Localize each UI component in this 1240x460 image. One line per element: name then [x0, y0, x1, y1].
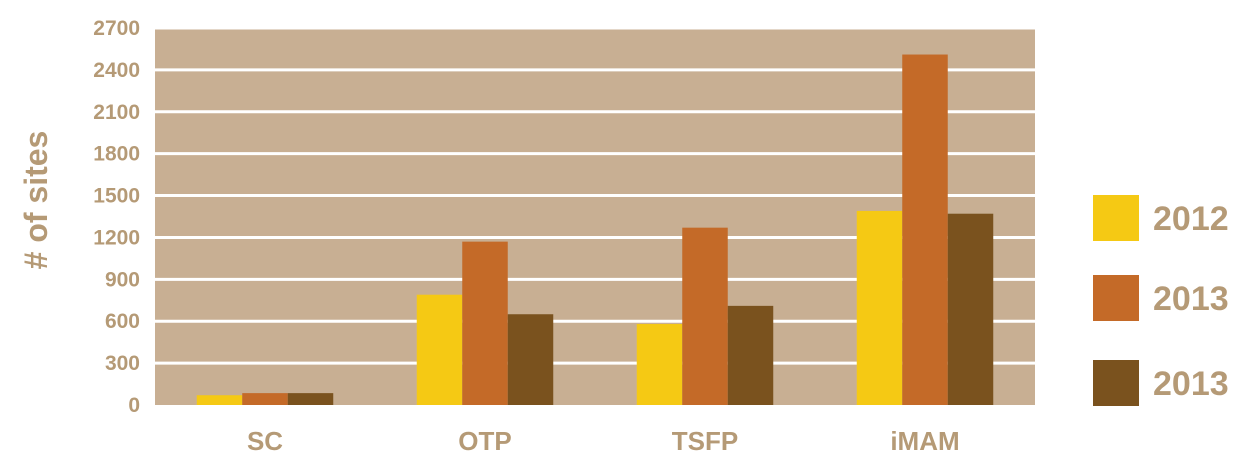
bar-imam-series-3: [947, 213, 994, 405]
bar-imam-series-1: [856, 210, 903, 405]
bar-imam-series-2: [902, 54, 948, 405]
legend-swatch: [1093, 195, 1139, 241]
legend-label: 2013: [1153, 280, 1229, 318]
y-tick-label: 600: [105, 310, 140, 333]
legend-swatch: [1093, 360, 1139, 406]
x-tick-label: TSFP: [672, 426, 738, 455]
y-tick-label: 1500: [93, 185, 140, 208]
bar-tsfp-series-1: [636, 324, 683, 405]
y-tick-label: 300: [105, 352, 140, 375]
bar-sc-series-2: [242, 393, 288, 405]
y-tick-labels: 0 300 600 900 1200 1500 1800 2100 2400 2700: [93, 17, 140, 417]
bar-sc-series-3: [287, 393, 334, 405]
bar-tsfp-series-3: [727, 305, 774, 405]
legend-label: 2013: [1153, 365, 1229, 403]
y-tick-label: 2400: [93, 59, 140, 82]
y-axis-label: # of sites: [18, 131, 54, 270]
y-tick-label: 900: [105, 268, 140, 291]
x-tick-labels: SC OTP TSFP iMAM: [247, 426, 960, 456]
bar-sc-series-1: [196, 395, 243, 405]
y-tick-label: 0: [128, 394, 140, 417]
y-tick-label: 2100: [93, 101, 140, 124]
legend-label: 2012: [1153, 200, 1229, 238]
legend-swatch: [1093, 275, 1139, 321]
gridlines: [155, 26, 1035, 365]
bar-otp-series-3: [507, 314, 554, 405]
legend: 2012 2013 2013: [1093, 195, 1229, 406]
x-tick-label: iMAM: [890, 426, 959, 455]
bar-otp-series-2: [462, 241, 508, 405]
y-tick-label: 2700: [93, 17, 140, 40]
x-tick-label: OTP: [458, 426, 511, 455]
bar-tsfp-series-2: [682, 227, 728, 405]
y-tick-label: 1200: [93, 226, 140, 249]
bar-otp-series-1: [416, 294, 463, 405]
y-tick-label: 1800: [93, 143, 140, 166]
x-tick-label: SC: [247, 426, 283, 455]
bars: [196, 54, 994, 405]
